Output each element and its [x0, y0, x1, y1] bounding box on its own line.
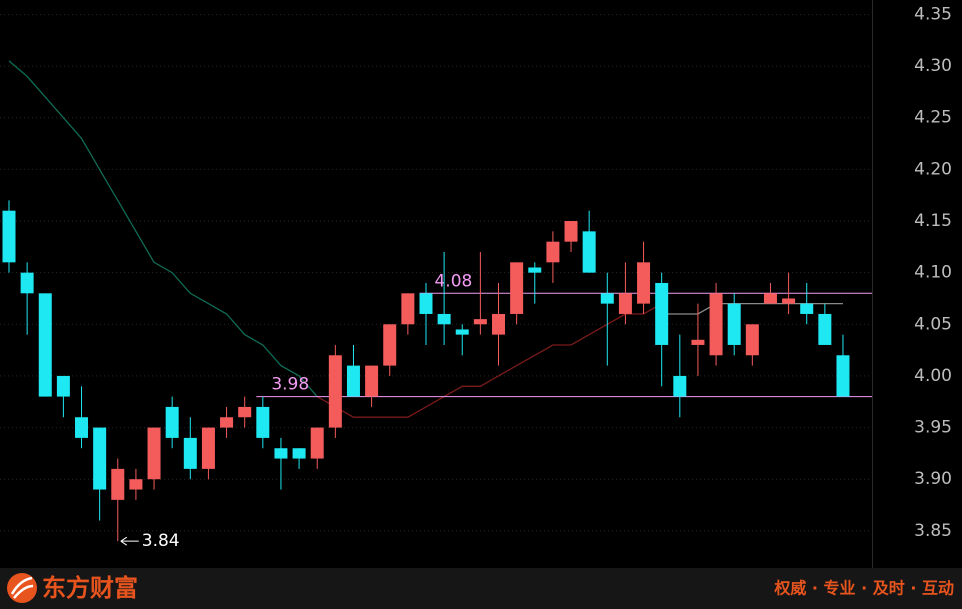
y-tick-label: 4.10 [914, 263, 952, 283]
candle-body [2, 210, 16, 263]
slogan: 权威 · 专业 · 及时 · 互动 [773, 579, 954, 598]
plot-bg [0, 0, 962, 568]
candle-body [546, 241, 560, 263]
candle-body [818, 313, 832, 345]
candle-body [93, 427, 107, 490]
candle-body [346, 365, 360, 397]
y-tick-label: 3.95 [914, 418, 952, 438]
candle-body [201, 427, 215, 469]
moving-average [316, 303, 663, 418]
y-tick-label: 4.15 [914, 211, 952, 231]
low-arrow [120, 536, 139, 546]
candle-body [165, 406, 179, 438]
candle-body [492, 313, 506, 335]
candle-body [75, 417, 89, 438]
candle-body [328, 355, 342, 428]
candle-body [800, 303, 814, 314]
logo [7, 573, 37, 603]
candle-body [618, 293, 632, 314]
candle-body [528, 267, 542, 273]
candle-body [220, 417, 234, 428]
candle-body [782, 298, 796, 304]
candle-body [655, 282, 669, 345]
y-tick-label: 3.90 [914, 469, 952, 489]
candle-body [383, 324, 397, 366]
moving-average [661, 302, 843, 315]
y-tick-label: 4.30 [914, 56, 952, 76]
candle-body [691, 339, 705, 345]
candle-body [274, 448, 288, 459]
moving-average [8, 60, 318, 398]
brand: 东方财富 [42, 574, 138, 602]
candle-body [147, 427, 161, 480]
candle-body [256, 406, 270, 438]
candle-body [673, 375, 687, 397]
candle-body [510, 262, 524, 314]
low-label: 3.84 [142, 531, 180, 551]
candle-body [745, 324, 759, 356]
candle-body [637, 262, 651, 304]
level-label: 4.08 [434, 271, 472, 291]
candle-body [365, 365, 379, 397]
candle-body [292, 448, 306, 459]
candle-body [111, 468, 125, 500]
y-tick-label: 3.85 [914, 521, 952, 541]
candle-body [582, 231, 596, 273]
candle-body [238, 406, 252, 418]
candle-body [183, 437, 197, 469]
candle-body [437, 313, 451, 325]
candle-body [727, 303, 741, 345]
candle-body [129, 479, 143, 490]
candle-body [38, 293, 52, 397]
candle-body [473, 319, 487, 325]
candle-body [401, 293, 415, 325]
y-tick-label: 4.05 [914, 314, 952, 334]
candle-body [763, 293, 777, 304]
y-tick-label: 4.00 [914, 366, 952, 386]
level-label: 3.98 [271, 375, 309, 395]
candle-body [419, 293, 433, 314]
y-tick-label: 4.25 [914, 108, 952, 128]
y-tick-label: 4.20 [914, 159, 952, 179]
candle-body [56, 375, 70, 397]
candle-body [455, 329, 469, 335]
candle-body [836, 355, 850, 397]
footer-bar [0, 568, 962, 609]
candle-body [564, 221, 578, 242]
candle-body [20, 272, 34, 294]
candle-body [310, 427, 324, 459]
candle-body [600, 293, 614, 304]
y-tick-label: 4.35 [914, 4, 952, 24]
candle-body [709, 293, 723, 356]
